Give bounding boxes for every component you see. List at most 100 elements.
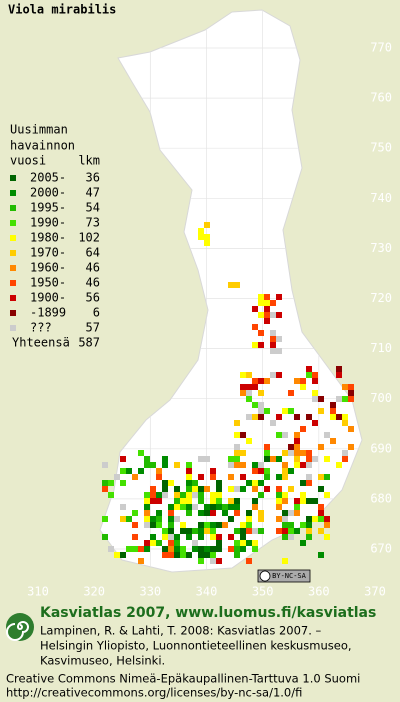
y-tick-label: 730: [370, 241, 392, 255]
observation-square: [204, 504, 210, 510]
legend-label: 1900-: [30, 291, 66, 305]
observation-square: [294, 450, 300, 456]
observation-square: [264, 444, 270, 450]
observation-square: [120, 516, 126, 522]
observation-square: [306, 522, 312, 528]
observation-square: [174, 534, 180, 540]
observation-square: [144, 540, 150, 546]
observation-square: [108, 492, 114, 498]
observation-square: [174, 552, 180, 558]
observation-square: [144, 510, 150, 516]
observation-square: [192, 504, 198, 510]
observation-square: [234, 552, 240, 558]
observation-square: [144, 546, 150, 552]
x-tick-label: 370: [364, 585, 386, 599]
observation-square: [198, 528, 204, 534]
observation-square: [180, 546, 186, 552]
observation-square: [318, 486, 324, 492]
legend-count: 64: [86, 246, 100, 260]
observation-square: [162, 462, 168, 468]
observation-square: [174, 504, 180, 510]
legend-count: 73: [86, 216, 100, 230]
legend-label: 1950-: [30, 276, 66, 290]
observation-square: [162, 492, 168, 498]
observation-square: [150, 522, 156, 528]
observation-square: [270, 456, 276, 462]
observation-square: [240, 372, 246, 378]
legend-swatch: [10, 220, 16, 226]
observation-square: [186, 552, 192, 558]
observation-square: [300, 480, 306, 486]
observation-square: [300, 426, 306, 432]
observation-square: [264, 294, 270, 300]
observation-square: [150, 462, 156, 468]
observation-square: [174, 540, 180, 546]
observation-square: [336, 414, 342, 420]
observation-square: [306, 528, 312, 534]
observation-square: [294, 438, 300, 444]
badge-text: BY-NC-SA: [272, 572, 307, 580]
observation-square: [276, 372, 282, 378]
legend-label: 1990-: [30, 216, 66, 230]
observation-square: [312, 396, 318, 402]
observation-square: [234, 462, 240, 468]
observation-square: [288, 528, 294, 534]
observation-square: [252, 546, 258, 552]
observation-square: [210, 510, 216, 516]
observation-square: [282, 474, 288, 480]
observation-square: [312, 378, 318, 384]
observation-square: [336, 372, 342, 378]
observation-square: [252, 378, 258, 384]
x-tick-label: 350: [252, 585, 274, 599]
observation-square: [270, 372, 276, 378]
observation-square: [252, 540, 258, 546]
observation-square: [228, 498, 234, 504]
observation-square: [318, 504, 324, 510]
citation: Kasvimuseo, Helsinki.: [40, 654, 165, 668]
observation-square: [294, 498, 300, 504]
observation-square: [126, 516, 132, 522]
observation-square: [306, 474, 312, 480]
legend-total: 587: [78, 336, 100, 350]
observation-square: [252, 504, 258, 510]
logo: [6, 613, 34, 641]
observation-square: [258, 516, 264, 522]
observation-square: [108, 546, 114, 552]
observation-square: [270, 342, 276, 348]
observation-square: [192, 540, 198, 546]
observation-square: [198, 234, 204, 240]
observation-square: [270, 420, 276, 426]
observation-square: [312, 498, 318, 504]
observation-square: [180, 552, 186, 558]
observation-square: [240, 450, 246, 456]
x-tick-label: 310: [27, 585, 49, 599]
x-tick-label: 320: [83, 585, 105, 599]
legend-swatch: [10, 310, 16, 316]
license: http://creativecommons.org/licenses/by-n…: [6, 686, 302, 700]
observation-square: [240, 486, 246, 492]
observation-square: [342, 420, 348, 426]
observation-square: [348, 390, 354, 396]
x-tick-label: 360: [308, 585, 330, 599]
observation-square: [300, 492, 306, 498]
observation-square: [180, 498, 186, 504]
legend-count: 56: [86, 291, 100, 305]
observation-square: [348, 396, 354, 402]
observation-square: [222, 504, 228, 510]
observation-square: [264, 306, 270, 312]
observation-square: [306, 516, 312, 522]
observation-square: [228, 282, 234, 288]
observation-square: [252, 462, 258, 468]
legend-column: lkm: [78, 154, 100, 168]
observation-square: [216, 480, 222, 486]
legend-label: 1960-: [30, 261, 66, 275]
observation-square: [258, 468, 264, 474]
y-tick-label: 750: [370, 141, 392, 155]
observation-square: [252, 342, 258, 348]
headline: Kasviatlas 2007, www.luomus.fi/kasviatla…: [40, 605, 376, 621]
observation-square: [270, 300, 276, 306]
observation-square: [144, 456, 150, 462]
observation-square: [252, 306, 258, 312]
observation-square: [318, 444, 324, 450]
legend-swatch: [10, 235, 16, 241]
